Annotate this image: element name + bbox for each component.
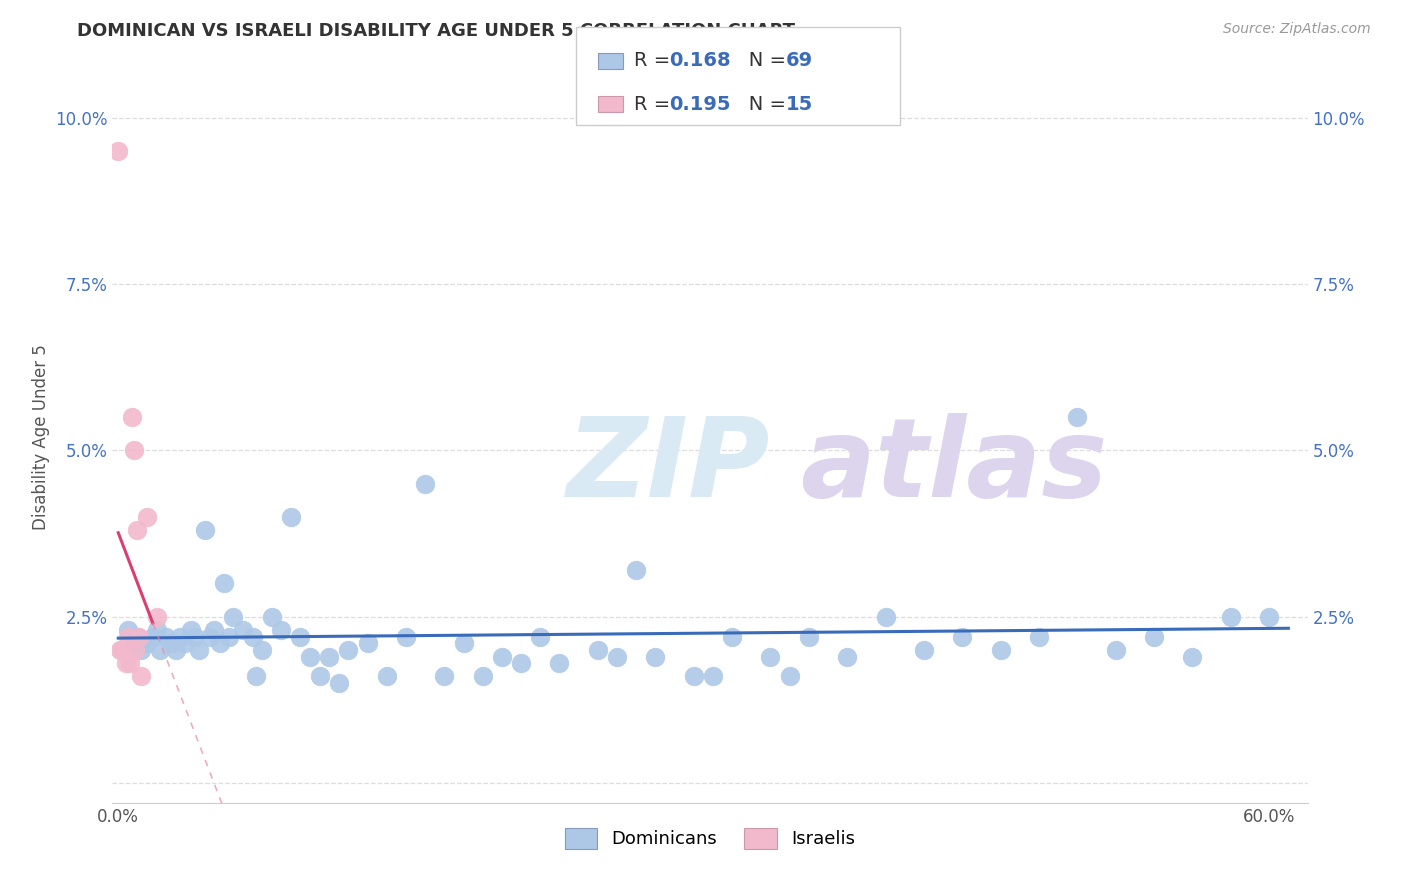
Text: atlas: atlas	[800, 413, 1107, 520]
Point	[142, 630, 165, 644]
Point	[118, 656, 141, 670]
Point	[318, 649, 340, 664]
Point	[875, 609, 897, 624]
Point	[122, 636, 145, 650]
Point	[174, 636, 197, 650]
Point	[624, 563, 647, 577]
Point	[107, 144, 129, 158]
Point	[1105, 643, 1128, 657]
Text: R =: R =	[634, 51, 676, 70]
Point	[1028, 630, 1050, 644]
Point	[328, 676, 350, 690]
Point	[299, 649, 322, 664]
Point	[121, 410, 143, 425]
Point	[779, 669, 801, 683]
Point	[990, 643, 1012, 657]
Point	[912, 643, 935, 657]
Point	[433, 669, 456, 683]
Point	[129, 643, 152, 657]
Text: 15: 15	[786, 95, 813, 114]
Point	[128, 630, 150, 644]
Text: ZIP: ZIP	[567, 413, 770, 520]
Point	[453, 636, 475, 650]
Point	[548, 656, 571, 670]
Point	[127, 630, 149, 644]
Point	[108, 643, 131, 657]
Point	[586, 643, 609, 657]
Point	[115, 656, 138, 670]
Y-axis label: Disability Age Under 5: Disability Age Under 5	[31, 344, 49, 530]
Point	[145, 623, 167, 637]
Legend: Dominicans, Israelis: Dominicans, Israelis	[557, 821, 863, 856]
Point	[1181, 649, 1204, 664]
Point	[375, 669, 398, 683]
Point	[200, 630, 222, 644]
Point	[184, 630, 207, 644]
Point	[136, 509, 159, 524]
Point	[232, 623, 254, 637]
Point	[193, 523, 215, 537]
Point	[337, 643, 360, 657]
Point	[202, 623, 225, 637]
Point	[218, 630, 240, 644]
Text: 69: 69	[786, 51, 813, 70]
Point	[797, 630, 820, 644]
Point	[644, 649, 666, 664]
Text: N =: N =	[730, 51, 792, 70]
Point	[222, 609, 245, 624]
Text: R =: R =	[634, 95, 676, 114]
Point	[208, 636, 231, 650]
Point	[308, 669, 330, 683]
Point	[1066, 410, 1088, 425]
Point	[180, 623, 202, 637]
Point	[160, 636, 183, 650]
Point	[721, 630, 744, 644]
Point	[682, 669, 704, 683]
Point	[1219, 609, 1241, 624]
Point	[250, 643, 273, 657]
Point	[1143, 630, 1166, 644]
Point	[111, 643, 134, 657]
Point	[510, 656, 533, 670]
Point	[280, 509, 302, 524]
Point	[260, 609, 283, 624]
Point	[491, 649, 513, 664]
Point	[245, 669, 267, 683]
Text: DOMINICAN VS ISRAELI DISABILITY AGE UNDER 5 CORRELATION CHART: DOMINICAN VS ISRAELI DISABILITY AGE UNDE…	[77, 22, 796, 40]
Point	[124, 643, 146, 657]
Point	[155, 630, 177, 644]
Point	[136, 636, 159, 650]
Point	[606, 649, 628, 664]
Point	[837, 649, 859, 664]
Text: Source: ZipAtlas.com: Source: ZipAtlas.com	[1223, 22, 1371, 37]
Point	[127, 523, 149, 537]
Point	[149, 643, 172, 657]
Point	[242, 630, 264, 644]
Point	[169, 630, 191, 644]
Point	[122, 443, 145, 458]
Point	[187, 643, 209, 657]
Point	[702, 669, 724, 683]
Point	[1258, 609, 1281, 624]
Point	[129, 669, 152, 683]
Text: 0.168: 0.168	[669, 51, 731, 70]
Point	[529, 630, 551, 644]
Point	[145, 609, 167, 624]
Point	[395, 630, 418, 644]
Point	[471, 669, 494, 683]
Point	[290, 630, 312, 644]
Point	[270, 623, 292, 637]
Point	[165, 643, 187, 657]
Point	[117, 630, 139, 644]
Point	[117, 623, 139, 637]
Point	[759, 649, 782, 664]
Text: N =: N =	[730, 95, 792, 114]
Point	[212, 576, 235, 591]
Point	[413, 476, 436, 491]
Point	[356, 636, 378, 650]
Point	[112, 643, 135, 657]
Point	[950, 630, 973, 644]
Text: 0.195: 0.195	[669, 95, 731, 114]
